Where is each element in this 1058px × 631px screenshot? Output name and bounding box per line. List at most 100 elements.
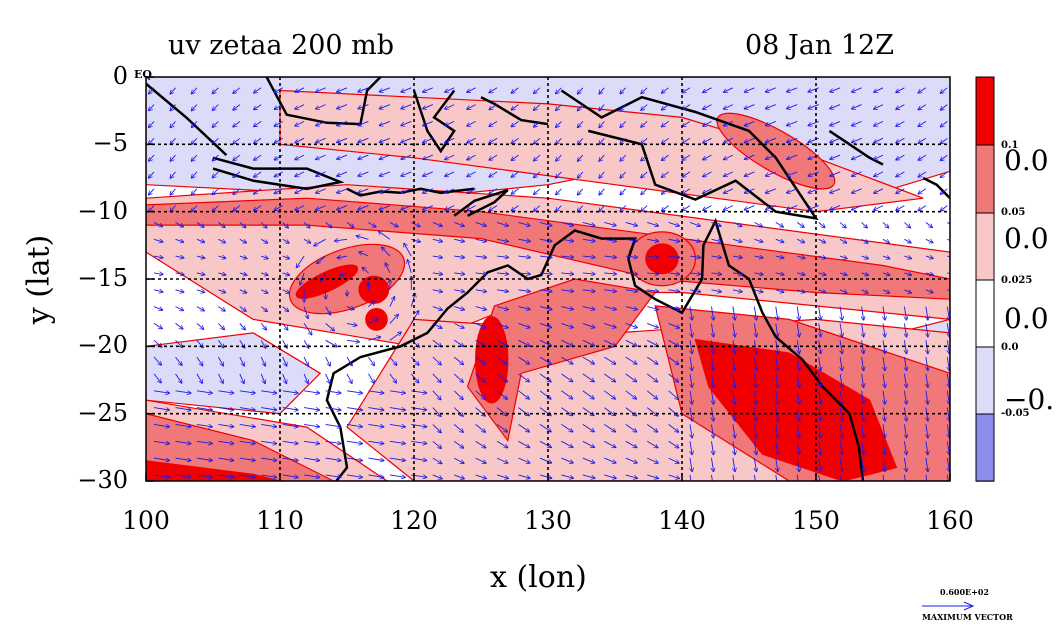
wind-vector: [411, 239, 420, 242]
wind-vector: [668, 407, 679, 416]
wind-vector: [411, 441, 426, 443]
wind-vector: [192, 137, 198, 144]
wind-vector: [883, 357, 885, 370]
wind-vector: [539, 373, 551, 382]
wind-vector: [261, 441, 276, 443]
wind-vector: [599, 171, 605, 178]
wind-vector: [852, 154, 862, 159]
wind-vector: [682, 205, 691, 211]
wind-vector: [874, 104, 884, 109]
wind-vector: [539, 474, 552, 478]
wind-vector: [254, 154, 262, 160]
wind-vector: [467, 188, 476, 194]
wind-vector: [904, 441, 906, 454]
wind-vector: [534, 188, 541, 195]
wind-vector: [840, 441, 842, 454]
wind-vector: [775, 474, 778, 481]
wind-vector: [941, 104, 948, 110]
wind-vector: [883, 441, 885, 454]
wind-vector: [578, 154, 584, 161]
wind-vector: [475, 424, 486, 432]
wind-vector: [282, 441, 298, 443]
wind-vector: [432, 390, 441, 400]
wind-vector: [711, 290, 722, 292]
wind-vector: [475, 407, 486, 416]
wind-vector: [703, 104, 712, 110]
wind-vector: [233, 154, 241, 160]
wind-vector: [511, 104, 519, 110]
wind-vector: [389, 297, 395, 307]
wind-vector: [862, 373, 864, 387]
wind-vector: [239, 441, 255, 443]
wind-vector: [389, 332, 401, 341]
wind-vector: [239, 273, 247, 275]
wind-vector: [808, 137, 819, 142]
wind-vector: [282, 238, 289, 243]
wind-vector: [295, 104, 305, 110]
wind-vector: [883, 323, 885, 336]
wind-vector: [839, 290, 847, 293]
wind-vector: [274, 171, 283, 177]
wind-vector: [358, 137, 369, 142]
wind-vector: [766, 205, 776, 210]
wind-vector: [852, 205, 862, 210]
wind-vector: [754, 441, 756, 454]
wind-vector: [647, 239, 658, 241]
wind-vector: [346, 391, 362, 393]
wind-vector: [703, 188, 712, 194]
wind-vector: [359, 252, 369, 257]
wind-vector: [212, 154, 219, 161]
wind-vector: [340, 273, 348, 276]
wind-vector: [646, 407, 657, 416]
wind-vector: [192, 171, 198, 178]
y-tick-label: 0: [112, 62, 128, 90]
wind-vector: [282, 373, 287, 384]
wind-vector: [149, 188, 155, 195]
wind-vector: [819, 323, 821, 336]
wind-vector: [389, 441, 405, 443]
wind-vector: [561, 256, 573, 257]
wind-vector: [754, 239, 762, 242]
wind-vector: [896, 137, 905, 143]
wind-vector: [703, 171, 712, 177]
wind-vector: [754, 323, 756, 336]
wind-vector: [797, 273, 805, 275]
wind-vector: [561, 474, 573, 478]
wind-vector: [175, 256, 184, 258]
wind-vector: [604, 424, 615, 431]
wind-vector: [904, 373, 906, 387]
wind-vector: [410, 373, 418, 383]
wind-vector: [539, 440, 551, 447]
wind-vector: [274, 121, 283, 126]
wind-vector: [389, 474, 405, 477]
wind-vector: [818, 290, 826, 293]
wind-vector: [316, 171, 326, 176]
wind-vector: [797, 407, 799, 421]
wind-vector: [556, 137, 562, 144]
wind-vector: [445, 87, 455, 92]
wind-vector: [489, 121, 498, 126]
wind-vector: [233, 87, 241, 93]
wind-vector: [475, 390, 486, 399]
wind-vector: [170, 188, 176, 195]
wind-vector: [432, 407, 441, 417]
wind-vector: [668, 390, 679, 399]
new-guinea-coastline: [560, 89, 819, 221]
wind-vector: [625, 322, 637, 327]
wind-vector: [604, 239, 616, 241]
wind-vector: [754, 357, 756, 370]
wind-vector: [196, 474, 212, 477]
colorbar-frame: [975, 76, 995, 482]
wind-vector: [690, 306, 692, 320]
wind-vector: [561, 221, 573, 225]
wind-vector: [830, 104, 841, 109]
wind-vector: [896, 205, 905, 211]
wind-vector: [882, 222, 889, 227]
wind-vector: [874, 87, 884, 92]
wind-vector: [432, 306, 442, 310]
wind-vector: [239, 323, 245, 329]
wind-vector: [511, 154, 519, 160]
wind-vector: [337, 104, 348, 109]
wind-vector: [712, 323, 714, 336]
wind-vector: [233, 188, 241, 194]
